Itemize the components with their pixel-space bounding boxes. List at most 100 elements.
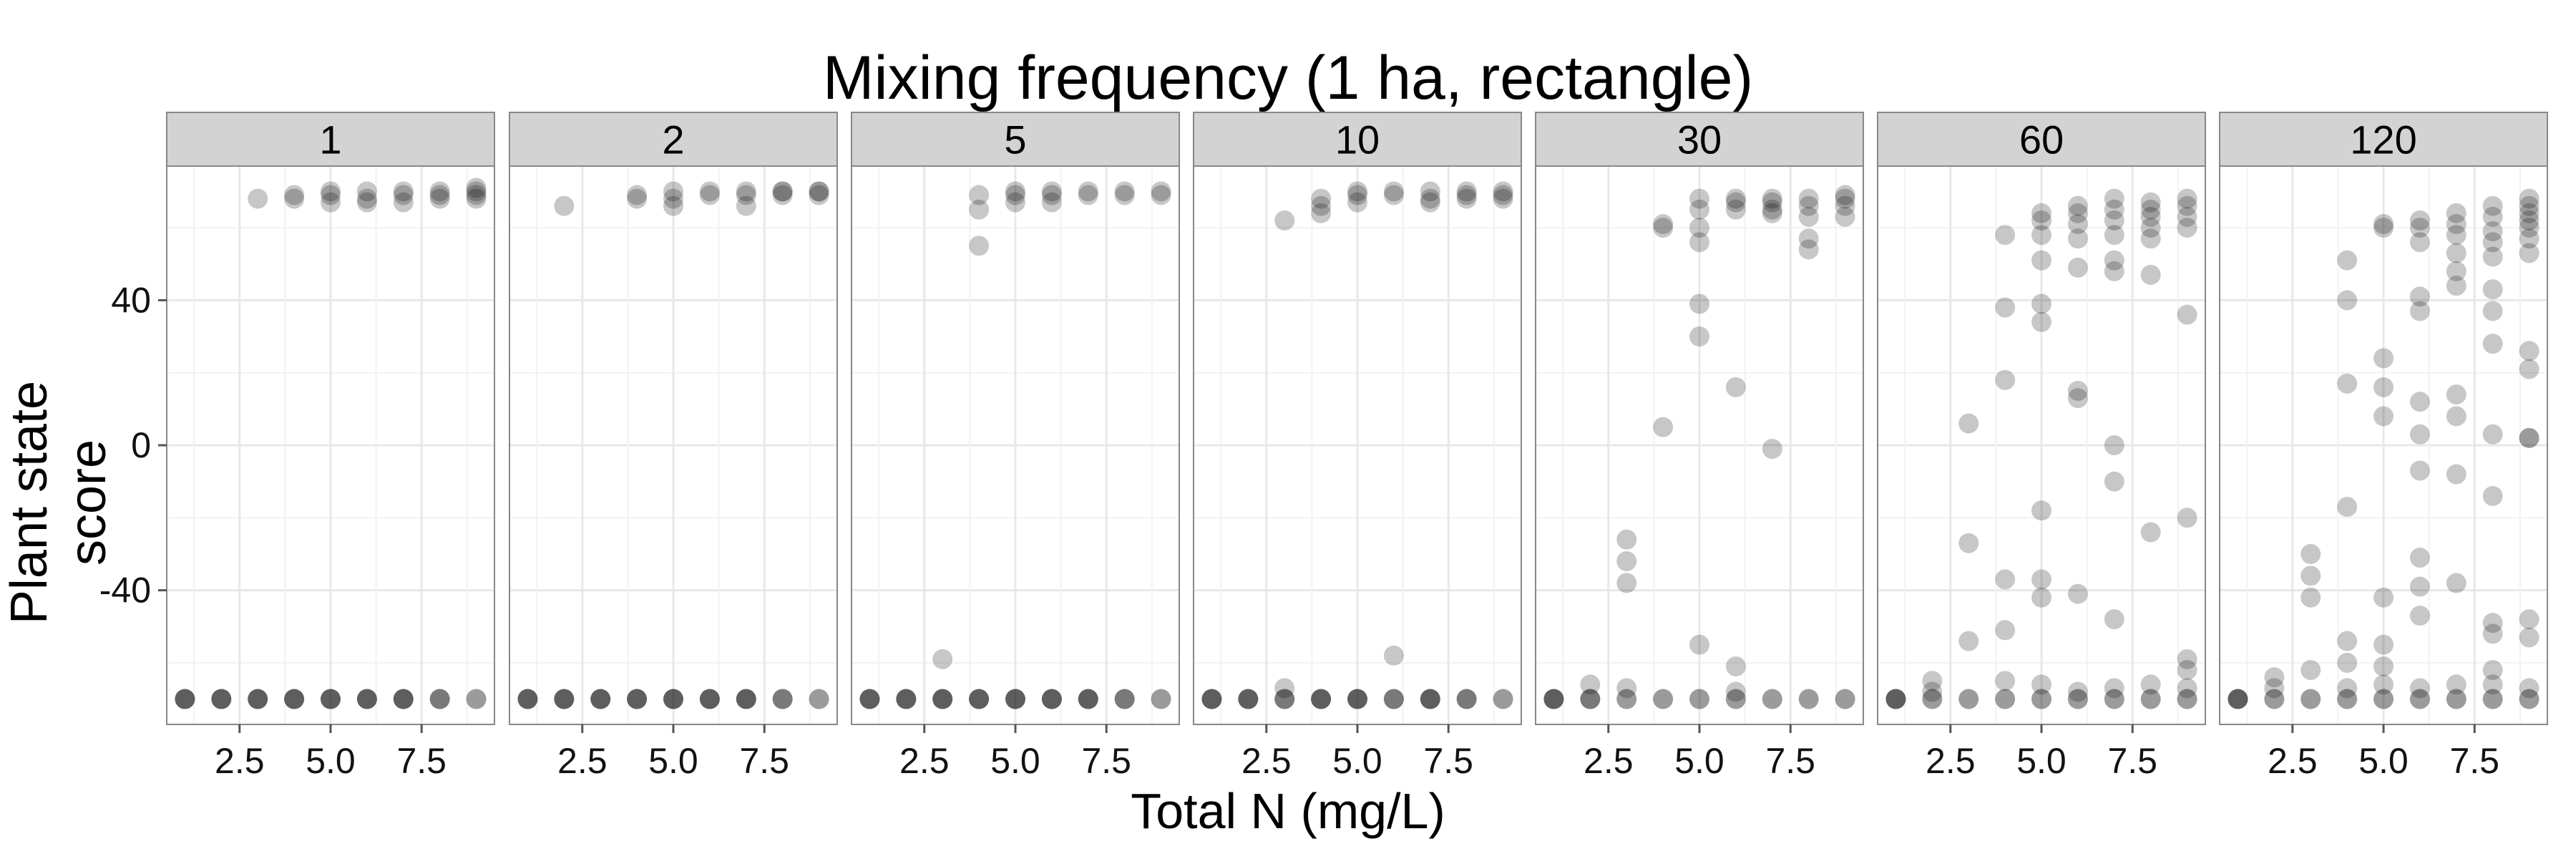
data-point (2519, 627, 2540, 648)
data-point (663, 689, 683, 709)
data-point (809, 185, 829, 205)
data-point (2067, 257, 2088, 278)
data-point (2104, 435, 2124, 455)
data-point (517, 689, 538, 709)
data-point (2482, 301, 2503, 321)
data-point (356, 188, 377, 209)
data-point (699, 689, 720, 709)
data-point (1151, 689, 1171, 709)
data-point (248, 689, 268, 709)
data-point (2409, 286, 2430, 307)
data-point (896, 689, 917, 709)
data-point (1798, 188, 1819, 209)
data-point (1798, 689, 1819, 709)
data-point (2140, 199, 2161, 220)
x-tick-label: 5.0 (2016, 741, 2067, 781)
data-point (1885, 689, 1906, 709)
data-point (466, 178, 487, 198)
data-point (2409, 678, 2430, 699)
data-point (1456, 689, 1477, 709)
data-point (321, 689, 341, 709)
data-point (2177, 195, 2197, 216)
data-point (2519, 188, 2540, 209)
data-point (321, 689, 341, 709)
data-point (2104, 188, 2124, 209)
data-point (2104, 199, 2124, 220)
data-point (2177, 678, 2197, 699)
data-point (2104, 261, 2124, 281)
data-point (932, 689, 953, 709)
data-point (1238, 689, 1259, 709)
data-point (699, 689, 720, 709)
data-point (736, 195, 756, 216)
facet-strip (851, 112, 1180, 167)
data-point (2446, 674, 2467, 695)
data-point (1078, 689, 1098, 709)
data-point (1689, 188, 1709, 209)
data-point (932, 689, 953, 709)
data-point (1689, 326, 1709, 347)
data-point (2067, 214, 2088, 235)
data-point (2409, 232, 2430, 253)
data-point (2446, 243, 2467, 263)
x-tick-label: 7.5 (2107, 741, 2157, 781)
data-point (1922, 689, 1943, 709)
data-point (2519, 341, 2540, 361)
data-point (429, 181, 450, 202)
data-point (2177, 206, 2197, 227)
data-point (1543, 689, 1564, 709)
data-point (2177, 689, 2197, 709)
data-point (1835, 206, 1855, 227)
data-point (663, 188, 683, 209)
data-point (1725, 681, 1746, 702)
data-point (1114, 689, 1135, 709)
data-point (1005, 689, 1025, 709)
data-point (1653, 214, 1674, 235)
data-point (1689, 232, 1709, 253)
data-point (2337, 689, 2358, 709)
data-point (1762, 199, 1782, 220)
y-tick-label: 40 (111, 280, 151, 320)
data-point (2373, 218, 2394, 238)
data-point (175, 689, 195, 709)
data-point (284, 689, 305, 709)
data-point (2373, 634, 2394, 655)
data-point (1311, 689, 1332, 709)
facet-panel-120: 120 2.5 5.0 7.5 (2219, 112, 2548, 781)
y-tick-label: -40 (99, 571, 151, 611)
data-point (2031, 689, 2051, 709)
data-point (2031, 311, 2051, 332)
data-point (1114, 689, 1135, 709)
data-point (393, 185, 414, 205)
data-point (663, 181, 683, 202)
data-point (1616, 573, 1637, 593)
x-tick-label: 2.5 (1241, 741, 1292, 781)
data-point (1725, 199, 1746, 220)
data-point (2519, 203, 2540, 223)
data-point (1653, 689, 1674, 709)
data-point (1347, 181, 1367, 202)
data-point (1151, 689, 1171, 709)
data-point (1041, 181, 1062, 202)
data-point (590, 689, 611, 709)
data-point (2373, 348, 2394, 369)
data-point (2140, 689, 2161, 709)
data-point (1835, 195, 1855, 216)
data-point (356, 192, 377, 213)
data-point (1114, 689, 1135, 709)
data-point (211, 689, 232, 709)
x-tick-label: 7.5 (396, 741, 447, 781)
data-point (969, 199, 990, 220)
data-point (1995, 620, 2016, 641)
data-point (1689, 689, 1709, 709)
chart-title: Mixing frequency (1 ha, rectangle) (822, 44, 1754, 112)
data-point (2337, 497, 2358, 518)
data-point (2104, 471, 2124, 492)
data-point (2031, 250, 2051, 271)
x-tick-label: 2.5 (557, 741, 608, 781)
data-point (2337, 689, 2358, 709)
data-point (969, 236, 990, 256)
data-point (969, 689, 990, 709)
data-point (2519, 427, 2540, 448)
data-point (321, 181, 341, 202)
